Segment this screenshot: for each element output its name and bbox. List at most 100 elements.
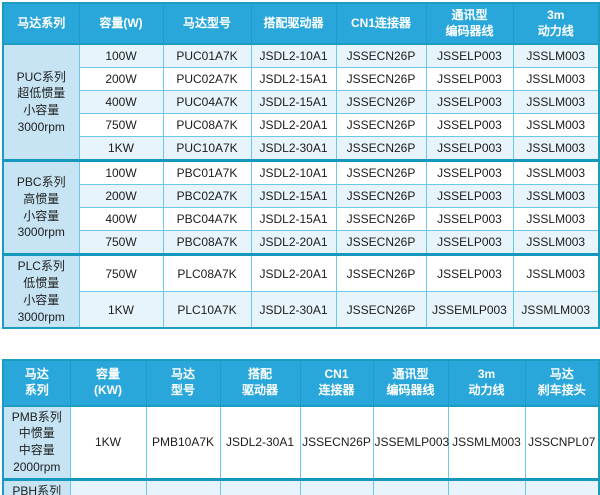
data-cell: JSSCNPL07	[524, 477, 600, 495]
data-cell: JSSECN26P	[335, 184, 427, 209]
data-cell: JSDL2-20A1	[250, 230, 337, 256]
data-cell: JSDL2-30A1	[250, 291, 337, 329]
data-cell: 750W	[78, 253, 164, 293]
header-row: 马达系列 容量(W) 马达型号 搭配驱动器 CN1连接器 通讯型 编码器线 3m 动力线	[3, 3, 599, 46]
data-cell: JSSECN26P	[335, 136, 427, 162]
table-row: PBH系列 高惯量 中容量 1500rpm0.85KWPBH09A7KJSDL2…	[2, 477, 600, 495]
data-cell: JSSLM003	[512, 136, 600, 162]
data-cell: JSSEMLP003	[372, 405, 449, 480]
data-cell: JSSLM003	[512, 43, 600, 69]
data-cell: JSDL2-30A1	[250, 136, 337, 162]
data-cell: JSSEMLP003	[425, 291, 514, 329]
data-cell: 750W	[78, 113, 164, 138]
data-cell: PBC01A7K	[162, 159, 252, 186]
data-cell: JSSLM003	[512, 90, 600, 115]
header-row: 马达 系列 容量 (KW) 马达 型号 搭配 驱动器 CN1 连接器 通讯型 编码器线 3m…	[3, 360, 599, 407]
header-cell: 搭配驱动器	[250, 3, 336, 46]
data-cell: JSSLM003	[512, 184, 600, 209]
data-cell: PUC04A7K	[162, 90, 252, 115]
table-row: 200W PUC02A7K JSDL2-15A1 JSSECN26P JSSELP003…	[3, 67, 600, 92]
data-cell: JSSECN26P	[335, 291, 427, 329]
data-cell: PMB10A7K	[145, 405, 221, 480]
data-cell: JSSLM003	[512, 113, 600, 138]
data-cell: PLC08A7K	[162, 253, 252, 293]
data-cell: JSSELP003	[425, 207, 514, 232]
data-cell: JSSMLM003	[447, 405, 526, 480]
data-cell: JSSELP003	[425, 230, 514, 256]
table-body: PMB系列 中惯量 中容量 2000rpm 1KW PMB10A7K JSDL2-30…	[2, 405, 600, 495]
data-cell: JSSECN26P	[335, 159, 427, 186]
data-cell: JSSECN26P	[335, 67, 427, 92]
header-cell: 3m 动力线	[512, 3, 599, 46]
table-row: PMB系列 中惯量 中容量 2000rpm 1KW PMB10A7K JSDL2-30…	[2, 405, 600, 480]
data-cell: 0.85KW	[69, 477, 147, 495]
table-header: 马达系列 容量(W) 马达型号 搭配驱动器 CN1连接器 通讯型 编码器线 3m 动力线	[3, 3, 599, 46]
data-cell: JSDL2-10A1	[250, 159, 337, 186]
header-cell: 通讯型 编码器线	[372, 360, 448, 407]
header-cell: 3m 动力线	[447, 360, 525, 407]
table-body: PUC系列 超低惯量 小容量 3000rpm 100W PUC01A7K JSDL2-…	[2, 43, 600, 329]
table-row: PUC系列 超低惯量 小容量 3000rpm 100W PUC01A7K JSDL2-…	[2, 43, 600, 162]
header-cell: CN1连接器	[335, 3, 426, 46]
motor-series-cell: PBH系列 高惯量 中容量 1500rpm	[2, 477, 71, 495]
data-cell: JSSMLM003	[512, 291, 600, 329]
data-cell: JSSECN26P	[335, 43, 427, 69]
data-cell: PLC10A7K	[162, 291, 252, 329]
data-cell: JSDL2-10A1	[250, 43, 337, 69]
data-cell: JSDL2-15A1	[250, 207, 337, 232]
header-cell: 马达系列	[3, 3, 79, 46]
data-cell: PBC08A7K	[162, 230, 252, 256]
data-cell: 1KW	[78, 291, 164, 329]
data-cell: PBC04A7K	[162, 207, 252, 232]
header-cell: CN1 连接器	[299, 360, 373, 407]
data-cell: PBC02A7K	[162, 184, 252, 209]
data-cell: JSSLM003	[512, 230, 600, 256]
data-cell: PUC10A7K	[162, 136, 252, 162]
motor-series-cell: PMB系列 中惯量 中容量 2000rpm	[2, 405, 71, 480]
data-cell: JSDL2-20A1	[250, 253, 337, 293]
data-cell: JSSELP003	[425, 113, 514, 138]
table-row: 400W PBC04A7K JSDL2-15A1 JSSECN26P JSSELP003…	[3, 207, 600, 232]
header-cell: 容量(W)	[78, 3, 163, 46]
data-cell: JSSELP003	[425, 90, 514, 115]
data-cell: PUC01A7K	[162, 43, 252, 69]
data-cell: JSSLM003	[512, 253, 600, 293]
data-cell: JSSLM003	[512, 207, 600, 232]
medium-capacity-motor-cable-table: 马达 系列 容量 (KW) 马达 型号 搭配 驱动器 CN1 连接器 通讯型 编码器线 3m…	[2, 359, 600, 495]
data-cell: 200W	[78, 67, 164, 92]
data-cell: JSSELP003	[425, 43, 514, 69]
data-cell: JSSELP003	[425, 159, 514, 186]
motor-series-cell: PBC系列 高惯量 小容量 3000rpm	[2, 159, 80, 256]
table-row: 1KW PLC10A7K JSDL2-30A1 JSSECN26P JSSEMLP003…	[3, 291, 600, 329]
data-cell: 750W	[78, 230, 164, 256]
header-cell: 容量 (KW)	[69, 360, 146, 407]
table-row: PLC系列 低惯量 小容量 3000rpm 750W PLC08A7K JSDL2-2…	[2, 253, 600, 329]
data-cell: JSDL2-15A1	[250, 67, 337, 92]
header-cell: 马达 系列	[3, 360, 70, 407]
data-cell: JSSECN26P	[335, 207, 427, 232]
header-cell: 马达 型号	[145, 360, 220, 407]
data-cell: 1KW	[69, 405, 147, 480]
data-cell: JSSECN26P	[299, 405, 374, 480]
data-cell: JSSELP003	[425, 67, 514, 92]
data-cell: JSDL2-30A1	[219, 477, 301, 495]
table-row: 1KW PUC10A7K JSDL2-30A1 JSSECN26P JSSELP003 J…	[3, 136, 600, 162]
motor-series-cell: PUC系列 超低惯量 小容量 3000rpm	[2, 43, 80, 162]
data-cell: PUC02A7K	[162, 67, 252, 92]
data-cell: JSSMLM003	[447, 477, 526, 495]
data-cell: JSDL2-15A1	[250, 90, 337, 115]
header-cell: 马达型号	[162, 3, 251, 46]
data-cell: JSSEMLP003	[372, 477, 449, 495]
table-row: 400W PUC04A7K JSDL2-15A1 JSSECN26P JSSELP003…	[3, 90, 600, 115]
motor-series-cell: PLC系列 低惯量 小容量 3000rpm	[2, 253, 80, 329]
data-cell: JSSECN26P	[299, 477, 374, 495]
data-cell: 100W	[78, 43, 164, 69]
data-cell: JSSLM003	[512, 67, 600, 92]
table-row: 750W PBC08A7K JSDL2-20A1 JSSECN26P JSSELP003…	[3, 230, 600, 256]
data-cell: PUC08A7K	[162, 113, 252, 138]
data-cell: JSSELP003	[425, 136, 514, 162]
data-cell: JSSECN26P	[335, 90, 427, 115]
table-header: 马达 系列 容量 (KW) 马达 型号 搭配 驱动器 CN1 连接器 通讯型 编码器线 3m…	[3, 360, 599, 407]
data-cell: JSSELP003	[425, 253, 514, 293]
